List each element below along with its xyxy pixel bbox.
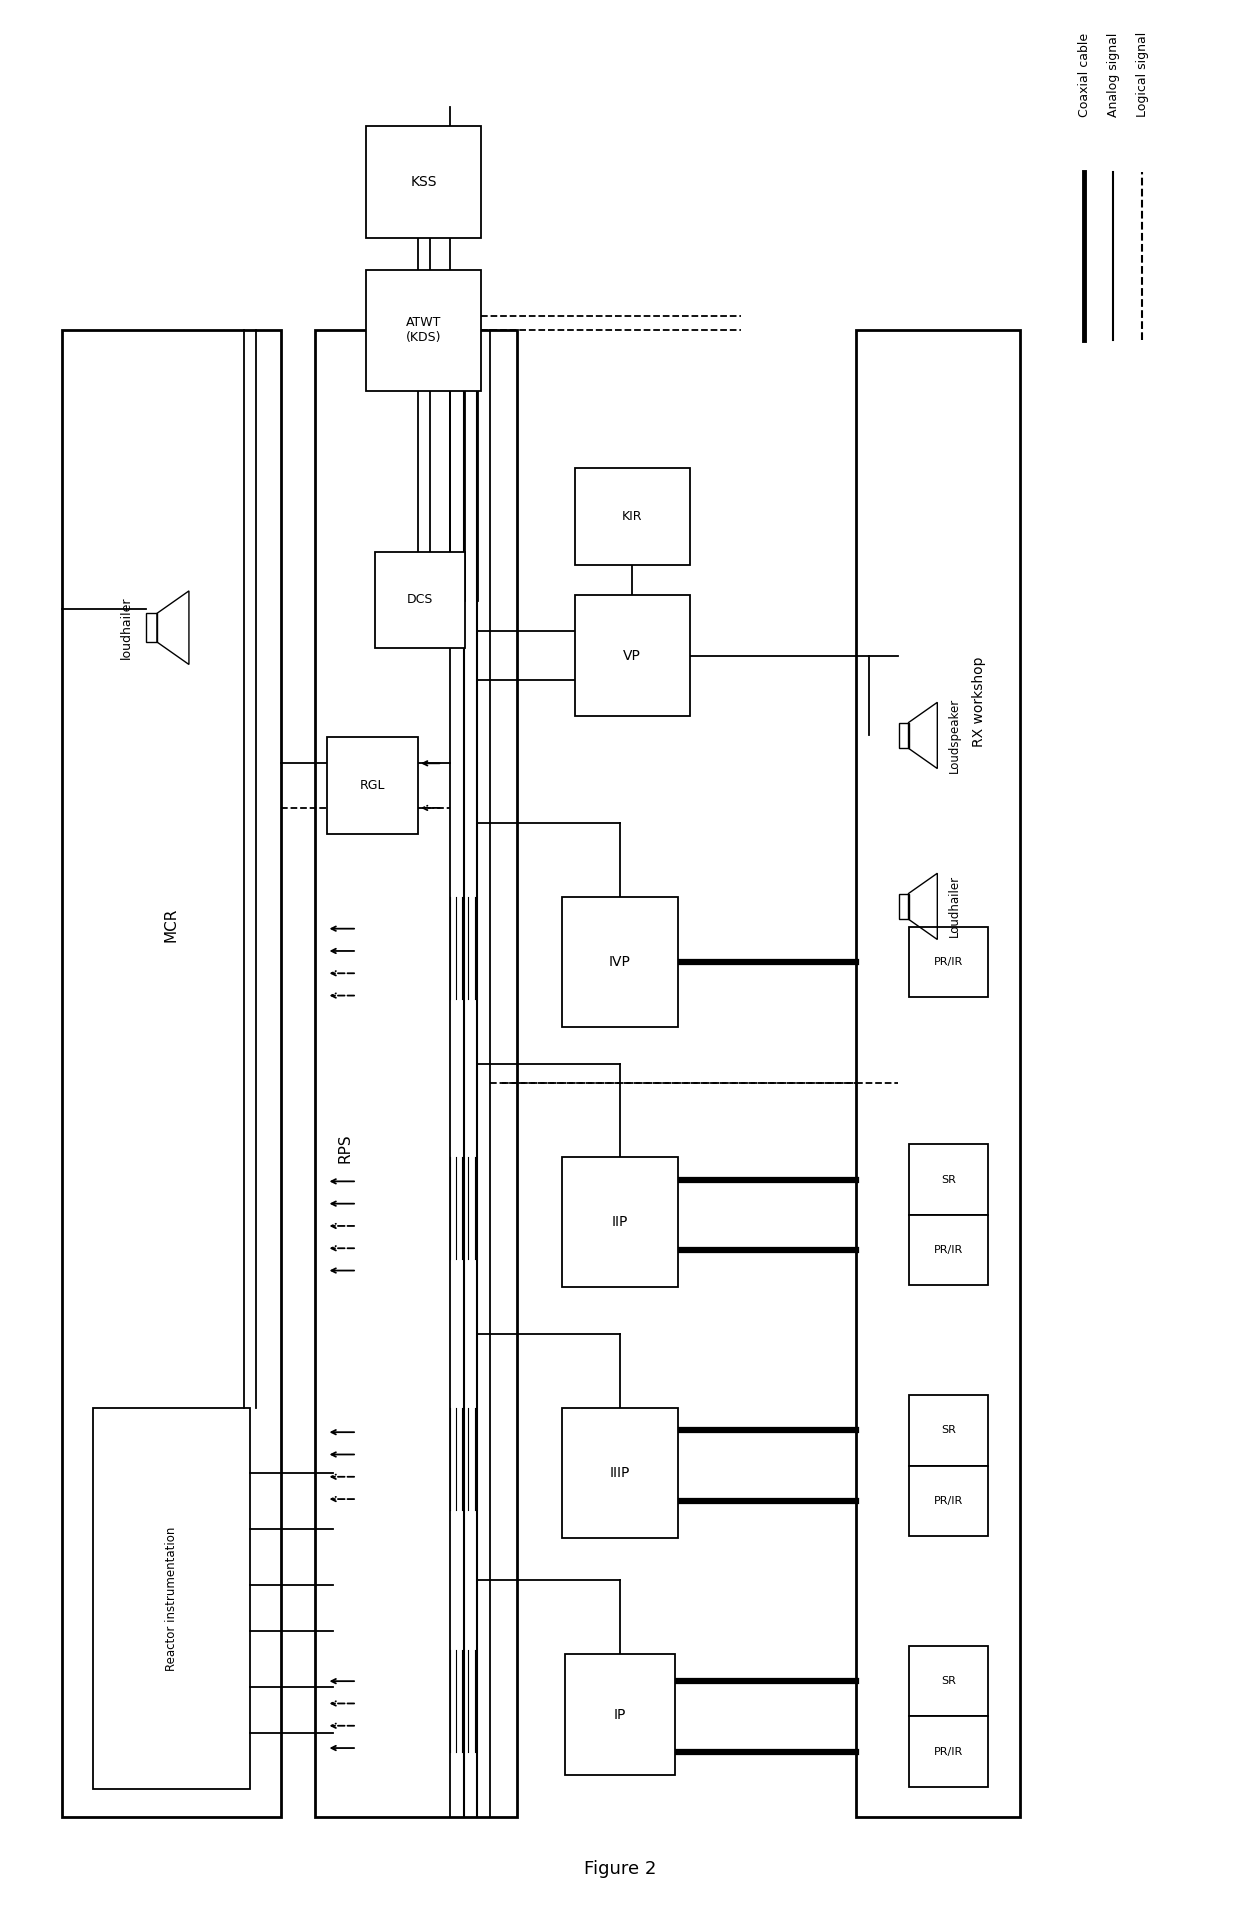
Bar — [366, 126, 481, 238]
Bar — [366, 271, 481, 391]
Text: MCR: MCR — [164, 909, 179, 943]
Bar — [909, 928, 988, 998]
Text: SR: SR — [941, 1425, 956, 1434]
Text: IIIP: IIIP — [610, 1467, 630, 1480]
Text: KIR: KIR — [622, 511, 642, 522]
Text: IIP: IIP — [611, 1215, 629, 1229]
Text: IVP: IVP — [609, 954, 631, 970]
Text: Loudhailer: Loudhailer — [949, 874, 961, 937]
Bar — [899, 893, 909, 920]
Text: SR: SR — [941, 1175, 956, 1185]
Text: Figure 2: Figure 2 — [584, 1859, 656, 1878]
Text: PR/IR: PR/IR — [934, 1246, 963, 1255]
Bar — [563, 897, 677, 1027]
Bar — [563, 1156, 677, 1288]
Bar — [909, 1394, 988, 1465]
Bar — [574, 594, 689, 716]
Text: PR/IR: PR/IR — [934, 1495, 963, 1507]
Text: PR/IR: PR/IR — [934, 1747, 963, 1756]
Text: RPS: RPS — [337, 1133, 352, 1162]
Text: KSS: KSS — [410, 175, 436, 189]
Bar — [909, 1215, 988, 1286]
Text: loudhailer: loudhailer — [120, 596, 133, 659]
Text: SR: SR — [941, 1676, 956, 1686]
Text: RGL: RGL — [360, 779, 386, 792]
Text: IP: IP — [614, 1707, 626, 1722]
Bar — [565, 1654, 675, 1775]
Text: Coaxial cable: Coaxial cable — [1078, 32, 1091, 116]
Bar — [327, 737, 418, 834]
Bar — [909, 1716, 988, 1787]
Text: ATWT
(KDS): ATWT (KDS) — [405, 316, 441, 345]
Bar — [909, 1465, 988, 1535]
Bar — [857, 330, 1021, 1817]
Bar — [574, 469, 689, 564]
Text: Loudspeaker: Loudspeaker — [949, 697, 961, 773]
Text: DCS: DCS — [407, 592, 433, 606]
Text: Reactor instrumentation: Reactor instrumentation — [165, 1526, 179, 1671]
Text: RX workshop: RX workshop — [972, 657, 986, 747]
Bar — [62, 330, 280, 1817]
Bar — [146, 613, 157, 642]
Text: PR/IR: PR/IR — [934, 956, 963, 968]
Bar — [563, 1408, 677, 1537]
Text: Analog signal: Analog signal — [1107, 32, 1120, 116]
Bar — [909, 1145, 988, 1215]
Bar — [899, 722, 909, 749]
Bar — [374, 552, 465, 648]
Bar — [93, 1408, 250, 1789]
Text: VP: VP — [624, 648, 641, 663]
Bar — [315, 330, 517, 1817]
Text: Logical signal: Logical signal — [1136, 32, 1149, 116]
Bar — [909, 1646, 988, 1716]
